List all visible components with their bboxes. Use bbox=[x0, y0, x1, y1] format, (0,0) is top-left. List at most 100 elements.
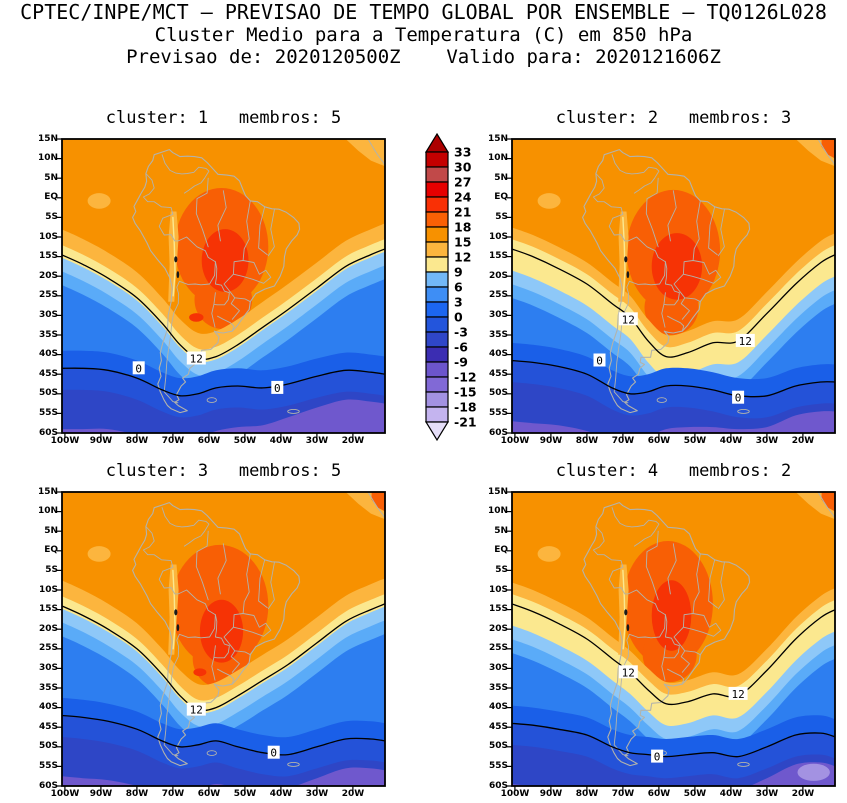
x-axis-label: 70W bbox=[161, 789, 185, 799]
x-axis-label: 90W bbox=[89, 436, 113, 446]
contour-label: 0 bbox=[132, 361, 145, 375]
country-border bbox=[232, 613, 272, 637]
y-axis-label: 35S bbox=[38, 683, 58, 693]
contour-line-12 bbox=[62, 603, 385, 712]
colorbar-arrow-bottom bbox=[424, 421, 450, 442]
x-axis-label: 20W bbox=[791, 436, 815, 446]
y-axis-label: 5S bbox=[45, 565, 58, 575]
contour-label-value: 12 bbox=[622, 313, 635, 326]
colorbar-level-label: 12 bbox=[454, 250, 471, 265]
y-axis-label: 20S bbox=[488, 624, 508, 634]
map-frame bbox=[511, 491, 836, 787]
country-border bbox=[692, 553, 701, 614]
contour-label: 0 bbox=[732, 390, 745, 405]
y-axis-label: 5N bbox=[44, 173, 58, 183]
forecast-times: Previsao de: 2020120500Z Valido para: 20… bbox=[126, 46, 721, 68]
map-panel-cluster-4: 12 12 0 bbox=[507, 491, 836, 791]
y-axis-label: 40S bbox=[38, 349, 58, 359]
y-axis-label: 15S bbox=[38, 604, 58, 614]
y-axis-label: 40S bbox=[488, 349, 508, 359]
contour-line-12 bbox=[512, 248, 835, 358]
contour-line-0 bbox=[62, 714, 385, 756]
country-border bbox=[667, 315, 685, 332]
y-axis-label: 10S bbox=[488, 232, 508, 242]
colorbar-level-label: 27 bbox=[454, 175, 471, 190]
colorbar-level-label: -12 bbox=[454, 370, 477, 385]
colorbar-box bbox=[425, 226, 449, 243]
map-frame bbox=[61, 491, 386, 787]
lake-mark bbox=[174, 609, 178, 616]
x-axis-label: 40W bbox=[269, 436, 293, 446]
map-panel-cluster-1: 12 0 0 bbox=[57, 138, 386, 438]
contour-label: 12 bbox=[735, 333, 755, 348]
lake-mark bbox=[624, 609, 628, 616]
lake-mark bbox=[176, 271, 180, 279]
panel-title-cluster-3: cluster: 3 membros: 5 bbox=[105, 461, 342, 481]
country-border bbox=[258, 559, 268, 609]
y-axis-label: 30S bbox=[38, 310, 58, 320]
x-axis-label: 60W bbox=[647, 436, 671, 446]
country-border bbox=[667, 543, 677, 595]
country-border bbox=[592, 526, 666, 757]
y-axis-label: 5N bbox=[44, 526, 58, 536]
x-axis-label: 20W bbox=[341, 789, 365, 799]
contour-label: 12 bbox=[618, 665, 638, 679]
x-axis-label: 100W bbox=[500, 436, 530, 446]
south-america-coastline bbox=[582, 502, 751, 767]
map-svg: 12 12 0 0 bbox=[507, 138, 836, 438]
y-axis-label: 25S bbox=[488, 290, 508, 300]
y-axis-label: 15N bbox=[37, 134, 58, 144]
y-axis-label: 10N bbox=[487, 506, 508, 516]
colorbar-level-label: -9 bbox=[454, 355, 468, 370]
y-axis-label: 20S bbox=[38, 624, 58, 634]
x-axis-label: 90W bbox=[539, 436, 563, 446]
geo-line bbox=[345, 139, 385, 167]
temperature-band bbox=[512, 382, 835, 433]
country-border bbox=[213, 261, 230, 306]
x-axis-label: 90W bbox=[89, 789, 113, 799]
y-axis-label: 50S bbox=[38, 388, 58, 398]
colorbar-box bbox=[425, 376, 449, 393]
y-axis-label: 50S bbox=[488, 741, 508, 751]
y-axis-label: 25S bbox=[38, 290, 58, 300]
contour-label-value: 0 bbox=[735, 392, 742, 405]
y-axis-label: 5S bbox=[45, 212, 58, 222]
country-border bbox=[717, 209, 725, 257]
y-axis-label: 35S bbox=[488, 330, 508, 340]
country-border bbox=[161, 507, 210, 547]
colorbar-level-label: 18 bbox=[454, 220, 471, 235]
y-axis-label: 20S bbox=[488, 271, 508, 281]
y-axis-label: 45S bbox=[488, 722, 508, 732]
contour-label: 0 bbox=[593, 353, 606, 368]
colorbar-level-label: 21 bbox=[454, 205, 471, 220]
y-axis-label: 55S bbox=[38, 408, 58, 418]
x-axis-label: 100W bbox=[500, 789, 530, 799]
country-border bbox=[161, 154, 210, 194]
y-axis-label: 10S bbox=[488, 585, 508, 595]
contour-label: 12 bbox=[186, 351, 206, 366]
country-border bbox=[217, 543, 227, 595]
y-axis-label: 40S bbox=[488, 702, 508, 712]
y-axis-label: 60S bbox=[38, 428, 58, 438]
falkland-islands-outline bbox=[206, 397, 217, 403]
temperature-band bbox=[512, 762, 835, 786]
country-border bbox=[661, 303, 666, 328]
colorbar-box bbox=[425, 271, 449, 288]
south-georgia-outline bbox=[287, 761, 300, 767]
temperature-band bbox=[512, 411, 835, 433]
y-axis-label: 25S bbox=[488, 643, 508, 653]
country-border bbox=[645, 177, 659, 248]
y-axis-label: 10N bbox=[487, 153, 508, 163]
colorbar-level-label: 0 bbox=[454, 310, 463, 325]
temperature-blob bbox=[189, 313, 204, 322]
temperature-blob bbox=[797, 763, 830, 781]
x-axis-label: 90W bbox=[539, 789, 563, 799]
country-border bbox=[211, 303, 216, 328]
contour-label-value: 0 bbox=[654, 751, 661, 764]
contour-line-12 bbox=[512, 603, 835, 706]
falkland-islands-outline bbox=[656, 397, 667, 403]
country-border bbox=[211, 656, 216, 681]
colorbar-level-label: -18 bbox=[454, 400, 477, 415]
